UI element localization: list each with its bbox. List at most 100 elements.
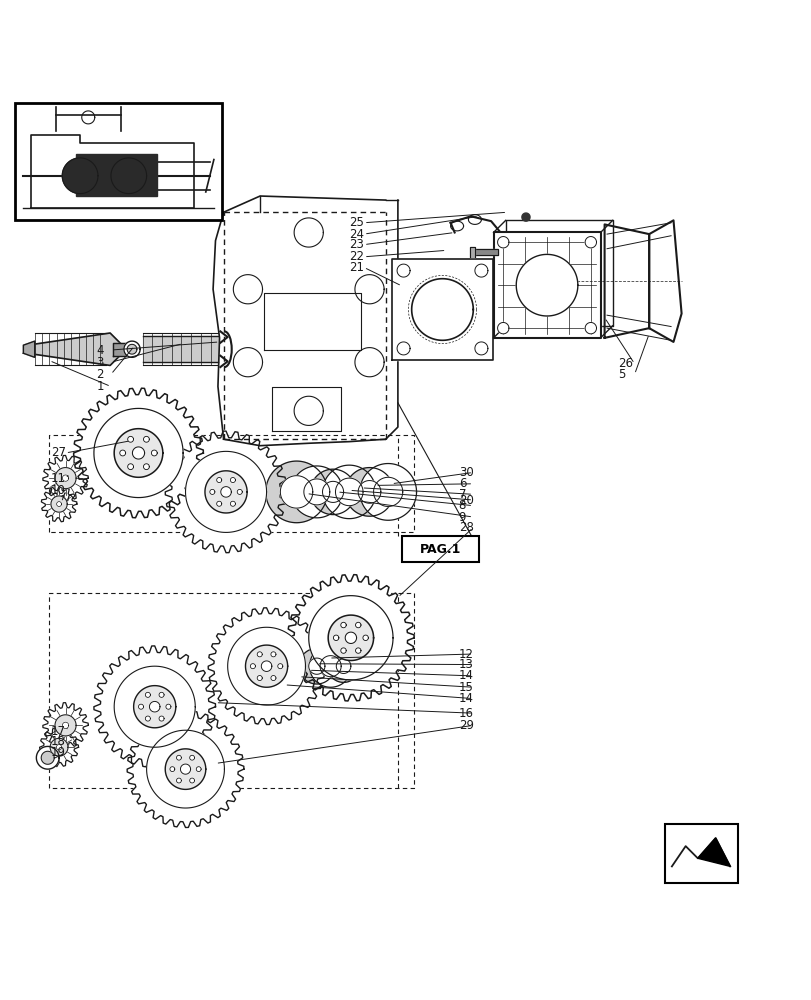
Bar [664, 824, 737, 883]
Polygon shape [355, 648, 361, 653]
Polygon shape [245, 645, 287, 687]
Polygon shape [272, 387, 341, 431]
Polygon shape [294, 218, 323, 247]
Polygon shape [55, 715, 76, 736]
Polygon shape [144, 464, 149, 470]
Polygon shape [127, 344, 137, 354]
Polygon shape [127, 464, 133, 470]
Polygon shape [62, 722, 69, 729]
Polygon shape [33, 333, 127, 365]
Polygon shape [411, 279, 473, 340]
Polygon shape [196, 767, 201, 772]
Polygon shape [354, 275, 384, 304]
Polygon shape [335, 478, 363, 506]
Polygon shape [648, 220, 680, 342]
Polygon shape [43, 703, 88, 748]
Polygon shape [327, 650, 359, 682]
Polygon shape [280, 476, 312, 508]
Polygon shape [322, 481, 343, 502]
Polygon shape [322, 465, 375, 519]
Text: 22: 22 [349, 250, 364, 263]
Polygon shape [470, 247, 474, 257]
Polygon shape [120, 450, 126, 456]
Text: 12: 12 [458, 648, 473, 661]
Polygon shape [127, 436, 133, 442]
Polygon shape [521, 213, 530, 221]
Polygon shape [113, 343, 127, 356]
Polygon shape [114, 666, 195, 747]
Polygon shape [310, 469, 355, 515]
Polygon shape [147, 730, 224, 808]
Polygon shape [303, 479, 329, 505]
Polygon shape [51, 496, 67, 512]
Polygon shape [151, 450, 157, 456]
Polygon shape [308, 596, 393, 680]
Polygon shape [497, 237, 508, 248]
Polygon shape [94, 646, 215, 768]
Polygon shape [309, 645, 351, 687]
Polygon shape [320, 656, 341, 677]
Polygon shape [127, 711, 243, 827]
Text: 24: 24 [349, 228, 364, 241]
Polygon shape [217, 501, 221, 506]
Polygon shape [271, 676, 276, 681]
Polygon shape [24, 341, 35, 357]
Polygon shape [328, 615, 373, 660]
Polygon shape [516, 254, 577, 316]
Polygon shape [176, 778, 181, 783]
Text: 19: 19 [51, 746, 66, 759]
Polygon shape [265, 461, 327, 523]
Polygon shape [585, 322, 596, 334]
Text: 13: 13 [458, 658, 473, 671]
Polygon shape [169, 767, 174, 772]
Polygon shape [41, 751, 54, 764]
Polygon shape [345, 632, 356, 643]
Text: 21: 21 [349, 261, 364, 274]
Polygon shape [41, 486, 77, 522]
Text: 30: 30 [458, 466, 473, 479]
Polygon shape [354, 348, 384, 377]
Polygon shape [257, 676, 262, 681]
Text: 1: 1 [97, 380, 104, 393]
Polygon shape [604, 224, 648, 338]
Polygon shape [57, 502, 62, 506]
Polygon shape [209, 489, 215, 494]
Polygon shape [257, 652, 262, 657]
Polygon shape [474, 249, 497, 255]
Text: 27: 27 [51, 446, 66, 459]
Polygon shape [497, 322, 508, 334]
Polygon shape [359, 464, 416, 520]
Text: 14: 14 [458, 669, 473, 682]
Polygon shape [132, 447, 144, 459]
Polygon shape [144, 436, 149, 442]
Polygon shape [308, 658, 324, 674]
Text: 29: 29 [458, 719, 473, 732]
Polygon shape [392, 259, 492, 360]
Polygon shape [345, 468, 393, 516]
Polygon shape [36, 746, 59, 769]
Polygon shape [474, 264, 487, 277]
Text: 16: 16 [458, 707, 473, 720]
Polygon shape [277, 664, 282, 669]
Polygon shape [139, 704, 144, 709]
Text: 26: 26 [618, 357, 633, 370]
Text: 25: 25 [349, 216, 363, 229]
Text: 8: 8 [458, 499, 466, 512]
Polygon shape [114, 429, 163, 477]
Polygon shape [204, 471, 247, 513]
Polygon shape [190, 778, 195, 783]
Bar [401, 536, 478, 562]
Polygon shape [341, 622, 345, 628]
Polygon shape [230, 478, 235, 483]
Polygon shape [74, 388, 203, 518]
Text: 17: 17 [51, 725, 66, 738]
Polygon shape [149, 701, 160, 712]
Polygon shape [397, 342, 410, 355]
Polygon shape [62, 158, 98, 194]
Text: PAG.1: PAG.1 [419, 543, 461, 556]
Polygon shape [217, 478, 221, 483]
Text: 14: 14 [458, 692, 473, 705]
Polygon shape [261, 661, 272, 671]
Polygon shape [237, 489, 242, 494]
Bar [15, 103, 221, 220]
